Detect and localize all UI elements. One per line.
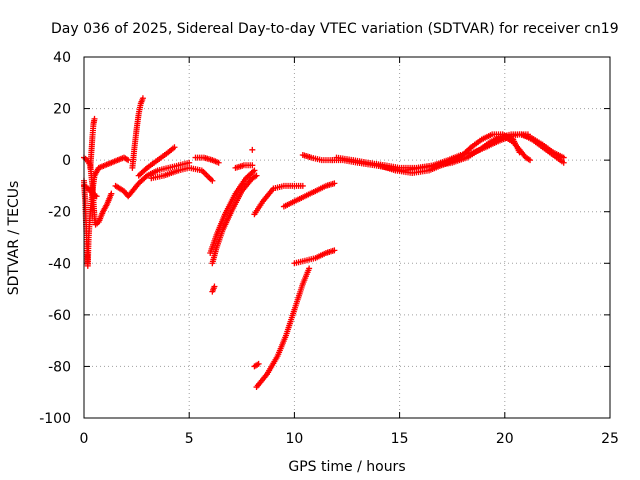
data-point-arc-h [209, 177, 216, 184]
axis-tick-labels: 0 5 10 15 20 25 40 20 0 -20 -40 -60 -80 -100 [39, 50, 619, 447]
y-tick-label: -40 [48, 256, 71, 272]
y-tick-label: 20 [53, 102, 71, 118]
data-point-arc-a [125, 157, 132, 164]
y-tick-label: -80 [48, 359, 71, 375]
data-point-arc-q [331, 180, 338, 187]
x-tick-label: 25 [601, 431, 619, 447]
y-tick-label: 0 [62, 153, 71, 169]
data-point-arc-f [139, 95, 146, 102]
data-point-arc-t [560, 154, 567, 161]
data-point-arc-i [215, 159, 222, 166]
x-axis-label: GPS time / hours [288, 459, 405, 475]
x-tick-label: 15 [391, 431, 409, 447]
data-point-arc-p [306, 265, 313, 272]
x-tick-label: 10 [285, 431, 303, 447]
data-points [81, 95, 567, 391]
axis-ticks [83, 56, 611, 419]
data-point-arc-w [560, 159, 567, 166]
data-point-arc-b [108, 190, 115, 197]
data-point-arc-r [331, 247, 338, 254]
data-point-arc-k [251, 167, 258, 174]
y-axis-label: SDTVAR / TECUs [6, 181, 22, 296]
data-point-arc-g [171, 144, 178, 151]
data-point-arc-e [186, 159, 193, 166]
data-point-arc-n [299, 182, 306, 189]
data-point-single [249, 146, 256, 153]
grid [84, 57, 610, 418]
data-point-arc-d [93, 193, 100, 200]
data-point-arc-x [527, 157, 534, 164]
data-point-arc-m [249, 162, 256, 169]
y-tick-label: -100 [39, 411, 71, 427]
plot-frame [83, 56, 611, 419]
data-point-arc-c [91, 115, 98, 122]
chart-title: Day 036 of 2025, Sidereal Day-to-day VTE… [51, 21, 619, 37]
x-tick-label: 5 [185, 431, 194, 447]
y-tick-label: -20 [48, 205, 71, 221]
y-tick-label: 40 [53, 50, 71, 66]
x-tick-label: 0 [80, 431, 89, 447]
x-tick-label: 20 [496, 431, 514, 447]
data-point-arc-o [255, 360, 262, 367]
data-point-arc-l [211, 283, 218, 290]
y-tick-label: -60 [48, 308, 71, 324]
data-point-arc-j [253, 172, 260, 179]
